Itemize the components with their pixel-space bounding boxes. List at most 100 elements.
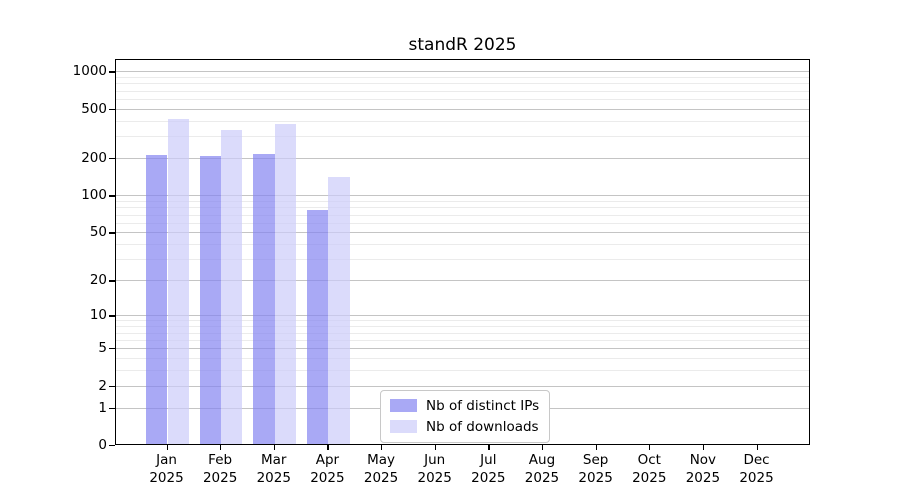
bar-apr-distinct-ips [307,209,329,444]
legend: Nb of distinct IPs Nb of downloads [380,390,551,443]
month-label: Jul [480,452,497,468]
gridline-minor [116,357,809,359]
x-tick-label-jul: Jul 2025 [448,451,528,487]
gridline-minor [116,120,809,122]
x-axis-tick [702,445,705,450]
gridline-major [116,348,809,350]
gridline-minor [116,370,809,372]
x-tick-label-apr: Apr 2025 [287,451,367,487]
year-label: 2025 [739,470,774,486]
year-label: 2025 [149,470,184,486]
y-axis-tick [109,158,115,160]
x-tick-label-oct: Oct 2025 [609,451,689,487]
y-tick-label: 20 [89,272,107,289]
gridline-minor [116,244,809,246]
year-label: 2025 [524,470,560,486]
gridline-minor [116,99,809,101]
y-tick-label: 10 [89,307,107,324]
month-label: Mar [261,452,287,468]
month-label: Jun [424,452,446,468]
bar-feb-distinct-ips [199,156,222,444]
x-axis-tick [595,445,597,450]
y-tick-label: 500 [81,100,107,117]
y-axis-tick [109,108,115,111]
month-label: May [367,452,395,468]
x-tick-label-sep: Sep 2025 [556,451,636,487]
chart-title: standR 2025 [408,35,517,55]
plot-area: Nb of distinct IPs Nb of downloads [115,59,810,445]
gridline-minor [116,332,809,334]
x-tick-label-feb: Feb 2025 [180,451,260,487]
y-tick-label: 5 [98,340,107,357]
gridline-major [116,71,809,73]
gridline-minor [116,222,809,224]
year-label: 2025 [417,470,452,486]
month-label: Nov [689,452,717,468]
bar-feb-downloads [221,129,243,444]
y-axis-tick [109,280,115,282]
y-tick-label: 1 [98,399,107,416]
year-label: 2025 [471,470,506,486]
x-axis-tick [488,445,490,450]
month-label: Jan [156,452,177,468]
gridline-minor [116,320,809,322]
y-axis-tick [109,348,115,350]
y-tick-label: 100 [81,187,107,204]
bar-mar-downloads [274,123,297,444]
y-axis-tick [109,407,115,409]
gridline-major [116,195,809,197]
x-axis-tick [756,445,758,450]
gridline-minor [116,201,809,203]
y-axis-tick [109,445,115,447]
gridline-major [116,280,809,282]
gridline-minor [116,326,809,328]
x-tick-label-dec: Dec 2025 [717,451,797,487]
y-tick-label: 200 [81,150,107,167]
year-label: 2025 [363,470,399,486]
y-tick-label: 0 [98,437,107,453]
gridline-major [116,385,809,387]
x-tick-label-may: May 2025 [341,451,421,487]
month-label: Sep [582,452,609,468]
y-axis-tick [109,315,115,317]
bar-jan-downloads [167,118,189,444]
month-label: Feb [208,452,233,468]
x-axis-tick [541,445,544,450]
month-label: Apr [315,452,340,468]
month-label: Dec [743,452,770,468]
y-tick-label: 50 [89,224,107,241]
y-axis-tick [109,71,115,73]
downloads-swatch-icon [390,420,417,433]
gridline-minor [116,339,809,341]
y-axis-tick [109,232,115,234]
legend-row-distinct-ips: Nb of distinct IPs [390,397,539,414]
gridline-major [116,232,809,234]
year-label: 2025 [202,470,238,486]
bar-apr-downloads [328,177,350,444]
gridline-minor [116,259,809,261]
legend-label-downloads: Nb of downloads [426,418,539,435]
gridline-major [116,108,809,110]
x-tick-label-jun: Jun 2025 [395,451,475,487]
gridline-minor [116,83,809,85]
y-tick-label: 2 [98,377,107,394]
year-label: 2025 [685,470,721,486]
year-label: 2025 [256,470,291,486]
y-axis-tick [109,195,115,197]
x-axis-tick [273,445,275,450]
x-axis-tick [220,445,222,450]
bar-jan-distinct-ips [146,154,168,444]
year-label: 2025 [632,470,667,486]
gridline-major [116,158,809,160]
gridline-minor [116,207,809,209]
x-axis-tick [381,445,383,450]
month-label: Oct [637,452,661,468]
y-tick-label: 1000 [72,63,107,80]
distinct-ips-swatch-icon [390,399,417,412]
bar-mar-distinct-ips [253,153,275,444]
gridline-major [116,315,809,317]
gridline-minor [116,90,809,92]
month-label: Aug [528,452,556,468]
y-axis-tick [109,385,115,387]
